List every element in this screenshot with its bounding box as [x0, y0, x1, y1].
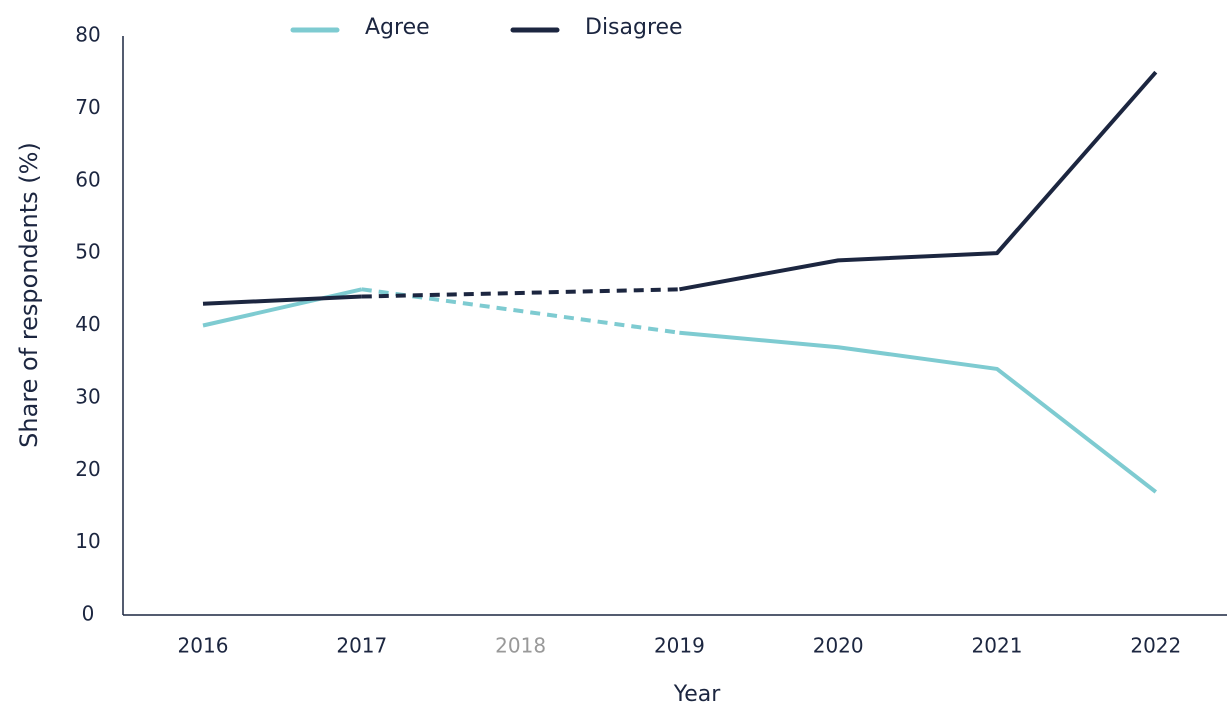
- x-tick-label: 2020: [813, 634, 864, 658]
- y-tick-label: 40: [75, 312, 100, 336]
- y-tick-label: 70: [75, 95, 100, 119]
- legend-label: Agree: [365, 15, 430, 40]
- y-tick-label: 20: [75, 457, 100, 481]
- line: [679, 330, 1158, 494]
- line: [679, 70, 1158, 292]
- y-tick-label: 50: [75, 240, 100, 264]
- y-tick-label: 10: [75, 529, 100, 553]
- y-tick-label: 30: [75, 384, 100, 408]
- line: [202, 294, 362, 306]
- y-tick-label: 60: [75, 167, 100, 191]
- x-tick-label: 2017: [336, 634, 387, 658]
- x-tick-label: 2019: [654, 634, 705, 658]
- legend-label: Disagree: [585, 15, 683, 40]
- x-tick-label: 2022: [1130, 634, 1181, 658]
- y-axis-title: Share of respondents (%): [15, 142, 43, 448]
- line: [202, 287, 363, 328]
- x-tick-label: 2021: [972, 634, 1023, 658]
- x-tick-label: 2018: [495, 634, 546, 658]
- x-tick-label: 2016: [178, 634, 229, 658]
- y-tick-label: 0: [82, 602, 95, 626]
- gap-bridge: [361, 287, 680, 299]
- gap-bridge: [361, 287, 680, 335]
- x-axis-title: Year: [673, 682, 722, 706]
- y-tick-label: 80: [75, 23, 100, 47]
